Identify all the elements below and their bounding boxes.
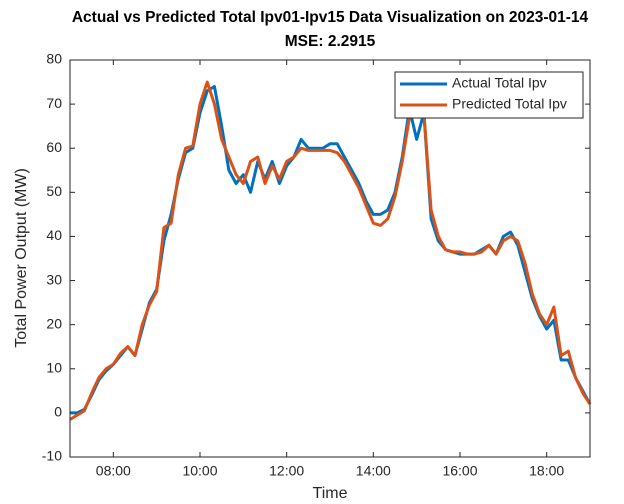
plot-area xyxy=(70,60,590,457)
chart-subtitle: MSE: 2.2915 xyxy=(285,33,376,50)
x-tick-label: 10:00 xyxy=(182,463,217,479)
x-tick-label: 16:00 xyxy=(442,463,477,479)
x-tick-label: 12:00 xyxy=(269,463,304,479)
legend-label: Actual Total Ipv xyxy=(452,75,547,91)
y-axis-label: Total Power Output (MW) xyxy=(13,168,30,348)
y-tick-label: 60 xyxy=(46,139,62,155)
chart-title: Actual vs Predicted Total Ipv01-Ipv15 Da… xyxy=(72,9,589,26)
legend-box xyxy=(394,71,584,119)
y-tick-label: 10 xyxy=(46,359,62,375)
x-tick-label: 18:00 xyxy=(529,463,564,479)
y-tick-label: 50 xyxy=(46,183,62,199)
y-tick-label: 40 xyxy=(46,227,62,243)
y-tick-label: 80 xyxy=(46,51,62,67)
y-tick-label: 20 xyxy=(46,315,62,331)
x-axis-label: Time xyxy=(313,485,348,502)
y-tick-label: 30 xyxy=(46,271,62,287)
legend-label: Predicted Total Ipv xyxy=(452,96,567,112)
y-tick-label: -10 xyxy=(42,448,62,464)
plot-frame xyxy=(69,59,591,458)
y-tick-label: 70 xyxy=(46,95,62,111)
y-tick-label: 0 xyxy=(54,404,62,420)
x-tick-label: 14:00 xyxy=(356,463,391,479)
data-line xyxy=(69,80,592,421)
x-tick-label: 08:00 xyxy=(96,463,131,479)
